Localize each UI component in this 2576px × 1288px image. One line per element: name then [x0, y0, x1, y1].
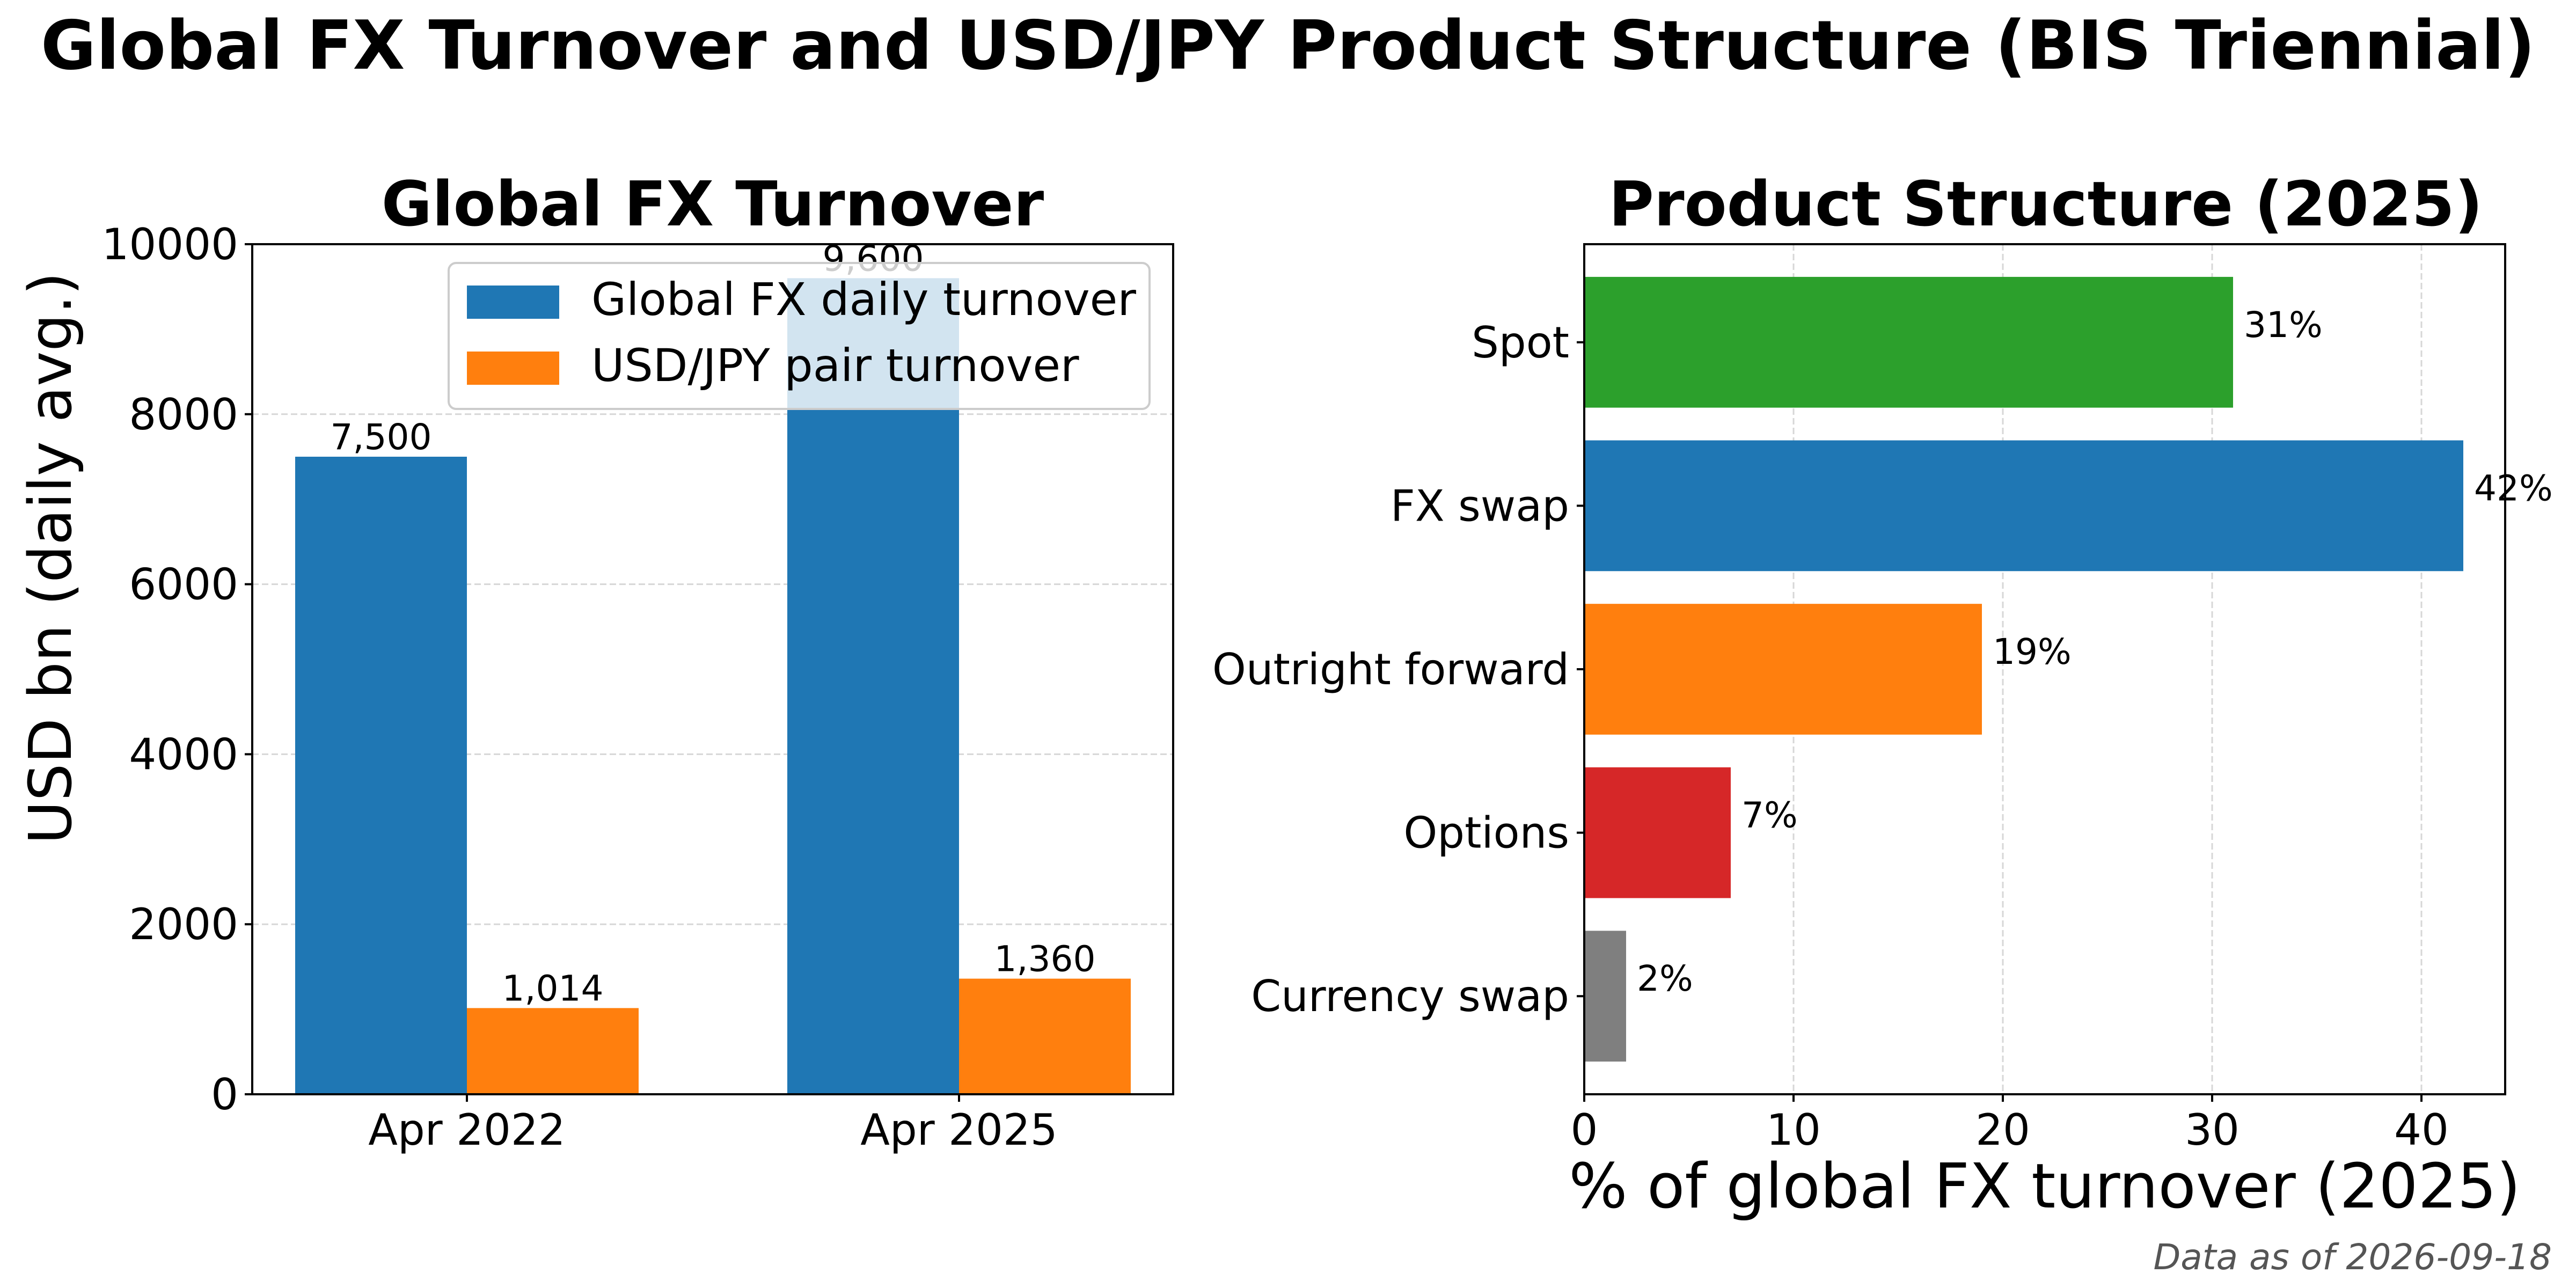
right-bar	[1584, 767, 1731, 898]
legend-box	[448, 262, 1151, 410]
left-bar-value-label: 1,014	[502, 968, 604, 1009]
right-y-tick-label: Options	[1403, 808, 1569, 858]
right-y-tick-label: FX swap	[1391, 481, 1569, 531]
right-y-tick-label: Spot	[1472, 318, 1569, 368]
right-x-tick-label: 10	[1766, 1105, 1821, 1155]
right-bar	[1584, 440, 2463, 572]
right-y-tick-label: Currency swap	[1251, 971, 1569, 1021]
right-x-tick-label: 30	[2185, 1105, 2240, 1155]
figure-title: Global FX Turnover and USD/JPY Product S…	[41, 6, 2535, 85]
legend-label-global: Global FX daily turnover	[591, 273, 1136, 326]
right-bar-value-label: 2%	[1637, 958, 1693, 999]
left-bar	[787, 278, 959, 1094]
left-chart-title: Global FX Turnover	[382, 169, 1044, 240]
product-structure-chart: Product Structure (2025) 31% 42% 19% 7% 2% S…	[1212, 169, 2553, 1223]
right-bar-value-label: 19%	[1993, 631, 2072, 672]
right-plot-frame	[1583, 243, 2506, 1095]
left-bars	[295, 278, 1131, 1094]
left-x-tick-label: Apr 2022	[368, 1105, 565, 1155]
right-bar-value-label: 7%	[1741, 795, 1798, 836]
right-x-tick-label: 40	[2394, 1105, 2449, 1155]
left-bar	[959, 978, 1131, 1094]
left-bar	[467, 1008, 639, 1094]
legend-swatch-usdjpy	[467, 352, 559, 385]
right-y-ticks: Spot FX swap Outright forward Options Curren…	[1212, 318, 1584, 1021]
left-y-tick-label: 4000	[129, 729, 238, 779]
legend-swatch-global	[467, 286, 559, 319]
left-y-ticks: 0 2000 4000 6000 8000 10000	[102, 219, 252, 1119]
right-bar-value-label: 31%	[2244, 304, 2323, 346]
right-x-ticks: 0 10 20 30 40	[1571, 1094, 2449, 1155]
left-x-ticks: Apr 2022 Apr 2025	[368, 1094, 1058, 1155]
left-plot-frame	[251, 243, 1174, 1095]
right-bar-value-label: 42%	[2474, 467, 2553, 509]
right-x-tick-label: 20	[1975, 1105, 2030, 1155]
left-y-axis-label: USD bn (daily avg.)	[16, 272, 85, 844]
right-y-tick-label: Outright forward	[1212, 645, 1569, 694]
left-bar-value-label: 1,360	[994, 939, 1096, 980]
left-y-tick-label: 0	[211, 1070, 238, 1119]
left-y-tick-label: 10000	[102, 219, 239, 269]
right-chart-title: Product Structure (2025)	[1609, 169, 2483, 240]
legend-label-usdjpy: USD/JPY pair turnover	[591, 339, 1079, 392]
left-bar	[295, 457, 467, 1094]
left-y-tick-label: 6000	[129, 560, 238, 610]
right-x-axis-label: % of global FX turnover (2025)	[1569, 1151, 2521, 1223]
left-x-tick-label: Apr 2025	[860, 1105, 1057, 1155]
right-bars	[1584, 276, 2463, 1062]
right-x-tick-label: 0	[1571, 1105, 1598, 1155]
legend: Global FX daily turnover USD/JPY pair tu…	[448, 262, 1151, 410]
left-bar-value-label: 7,500	[331, 416, 432, 458]
right-bar	[1584, 276, 2233, 408]
right-data-labels: 31% 42% 19% 7% 2%	[1637, 304, 2553, 999]
left-y-tick-label: 2000	[129, 899, 238, 949]
left-y-tick-label: 8000	[129, 390, 238, 440]
global-fx-turnover-chart: Global FX Turnover USD bn (daily avg.) 7…	[16, 169, 1174, 1155]
footnote: Data as of 2026-09-18	[2153, 1236, 2552, 1278]
right-bar	[1584, 604, 1982, 735]
right-bar	[1584, 931, 1626, 1062]
